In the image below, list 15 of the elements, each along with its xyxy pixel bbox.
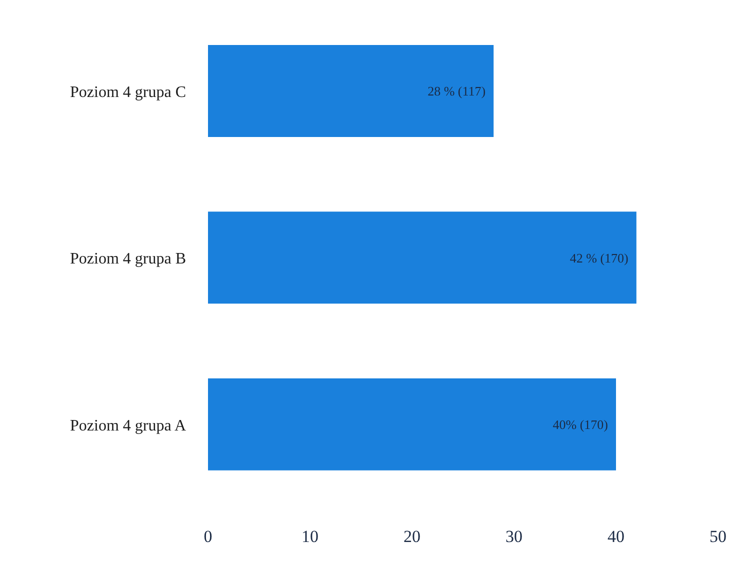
- data-label: 42 % (170): [570, 250, 628, 266]
- x-tick-label: 10: [302, 527, 318, 546]
- x-tick-label: 30: [506, 527, 522, 546]
- bar: [208, 212, 636, 304]
- data-label: 28 % (117): [428, 84, 486, 99]
- bar: [208, 45, 494, 137]
- x-tick-label: 50: [710, 527, 726, 546]
- bar: [208, 378, 616, 470]
- y-tick-label: Poziom 4 grupa A: [70, 417, 186, 434]
- y-tick-label: Poziom 4 grupa B: [70, 250, 186, 268]
- data-label: 40% (170): [552, 416, 608, 432]
- y-tick-label: Poziom 4 grupa C: [70, 84, 186, 102]
- x-tick-label: 20: [404, 527, 420, 546]
- x-tick-label: 40: [608, 527, 624, 546]
- x-tick-label: 0: [204, 527, 212, 546]
